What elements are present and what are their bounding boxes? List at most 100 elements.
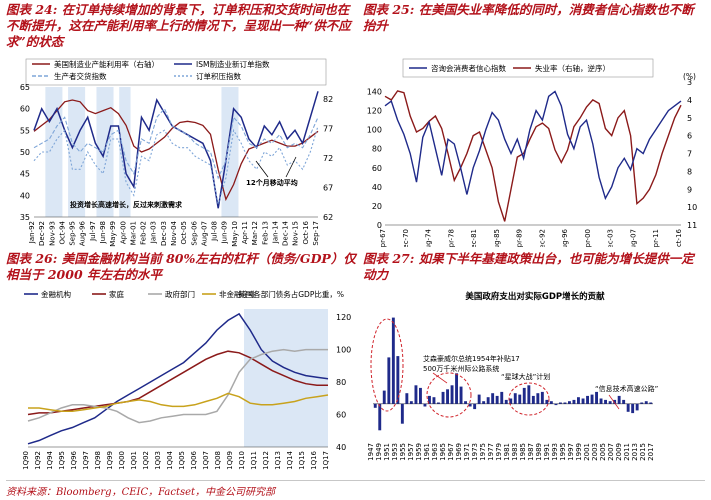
fig24-x-tick-1: Dec-92 [38,221,46,246]
fig26-x-tick-16: 1Q08 [214,451,222,470]
fig27-x-tick-32: 2011 [623,443,631,461]
fig27-x-tick-35: 2017 [647,443,655,461]
fig27-bar-54 [617,395,621,404]
fig25-x-tick-10: Dec-03 [607,229,615,247]
fig27-bar-58 [635,403,639,411]
fig25-yleft-tick-5: 100 [367,126,382,135]
fig27-x-tick-33: 2013 [631,443,639,461]
fig25-series-1 [384,90,682,222]
fig24-legend-label-1: ISM制造业新订单指数 [196,59,270,69]
fig27-bar-41 [559,402,562,404]
fig25-title: 图表 25: 在美国失业率降低的同时，消费者信心指数也不断抬升 [363,2,694,33]
fig27-bar-56 [626,403,630,412]
fig24-x-tick-25: Dec-14 [282,220,290,246]
fig27-x-tick-17: 1981 [503,443,511,461]
source-footer: 资料来源：Bloomberg，CEIC，Factset，中金公司研究部 [6,487,276,498]
fig26-legend-label-4: 美国各部门债务占GDP比重，% [238,289,344,299]
fig27-x-tick-30: 2007 [607,443,615,461]
fig27-x-tick-27: 2001 [583,443,591,461]
fig24-yright-tick-4: 82 [323,95,333,104]
fig27-ellipse-1 [426,372,472,418]
fig27-x-tick-10: 1967 [447,443,455,461]
fig27-bar-34 [527,385,531,404]
fig27-bar-38 [545,399,549,404]
fig27-x-tick-26: 1999 [575,443,583,461]
fig27-bar-29 [504,399,508,404]
fig25-yright-tick-3: 6 [687,132,692,141]
fig26-shade [244,309,328,447]
fig24-x-tick-3: Oct-94 [58,220,66,244]
fig26-series-0 [27,312,329,445]
fig27-x-tick-6: 1959 [415,443,423,461]
fig25-x-tick-1: Dec-70 [402,229,410,247]
fig24-yleft-tick-2: 45 [20,170,30,179]
fig26-x-tick-6: 1Q98 [94,451,102,470]
fig27-bar-36 [536,393,540,404]
fig25-legend-label-1: 失业率（右轴，逆序） [535,63,610,73]
fig25-x-tick-2: Aug-74 [425,228,433,247]
fig24-legend-label-0: 美国制造业产能利用率（右轴） [54,59,159,69]
fig24-x-tick-0: Jan-92 [28,221,36,244]
fig24-x-tick-24: Jan-14 [271,220,279,244]
fig27-bar-57 [631,403,635,414]
fig26-x-tick-14: 1Q06 [190,450,198,469]
fig27-bar-11 [423,403,427,407]
fig24-shade-3 [119,87,131,217]
fig27-bar-27 [495,395,499,404]
fig27-x-tick-11: 1969 [455,443,463,461]
fig26-legend-label-1: 家庭 [109,289,124,299]
fig27-bar-30 [509,398,513,404]
fig27-bar-4 [391,317,395,404]
fig26-x-tick-20: 1Q12 [262,451,270,470]
fig27-chart-title: 美国政府支出对实际GDP增长的贡献 [465,291,605,302]
fig27-bar-53 [613,399,617,404]
fig27-x-tick-20: 1987 [527,443,535,461]
fig27-x-tick-16: 1979 [495,443,503,461]
fig25-legend-label-0: 咨询会消费者信心指数 [431,63,506,73]
fig27-x-tick-1: 1949 [375,443,383,461]
fig26-x-tick-5: 1Q97 [82,451,90,470]
fig24-x-tick-15: Oct-05 [180,221,188,245]
fig25-x-tick-11: Aug-07 [629,229,637,247]
fig26-x-tick-13: 1Q05 [178,451,186,470]
fig26-x-tick-21: 1Q13 [274,451,282,470]
fig24-yright-tick-1: 67 [323,183,333,192]
fig24-title: 图表 24: 在订单持续增加的背景下，订单积压和交货时间也在不断提升，这在产能利… [6,2,351,49]
fig27-annotation-0b: 500万千米州际公路系统 [423,364,499,373]
fig27-bar-10 [419,387,422,404]
fig25-x-tick-12: Apr-11 [652,229,660,247]
fig24-shade-2 [96,87,114,217]
fig27-bar-1 [378,403,382,431]
fig27-bar-47 [586,395,589,404]
fig26-x-tick-1: 1Q92 [34,451,42,470]
fig27-bar-59 [640,402,644,404]
fig26-x-tick-4: 1Q96 [70,450,78,469]
fig25-svg: 咨询会消费者信心指数 失业率（右轴，逆序） (%) 0 20 40 60 80 100 120 14… [367,58,697,247]
fig24-x-tick-10: Mar-01 [129,221,137,245]
fig25-yleft-tick-1: 20 [372,202,382,211]
fig24-x-tick-11: Feb-02 [140,221,148,245]
fig27-x-tick-34: 2015 [639,443,647,461]
fig27-x-tick-25: 1997 [567,443,575,461]
fig26-yright-tick-2: 80 [336,378,346,387]
fig27-bar-16 [446,389,449,404]
fig27-x-tick-15: 1977 [487,443,495,461]
fig27-bar-55 [622,399,626,404]
fig27-bar-40 [554,403,558,406]
fig24-x-tick-21: Apr-11 [241,221,249,244]
fig27-bar-45 [577,397,580,404]
fig24-x-tick-12: Jan-03 [150,221,158,244]
fig27-bar-35 [531,395,535,404]
fig26-x-tick-23: 1Q15 [298,451,306,470]
fig27-bar-26 [491,393,495,404]
fig24-x-tick-5: Aug-96 [79,220,87,246]
fig26-x-tick-8: 1Q00 [118,451,126,470]
fig27-bar-22 [473,403,477,410]
fig25-yleft-tick-0: 0 [377,221,382,230]
fig24-x-tick-7: Jun-98 [99,221,107,244]
fig25-x-tick-9: Apr-00 [584,229,592,247]
fig24-x-tick-9: Apr-00 [119,221,127,244]
fig25-yright-tick-7: 10 [687,203,697,212]
fig26-legend-label-2: 政府部门 [165,289,195,299]
